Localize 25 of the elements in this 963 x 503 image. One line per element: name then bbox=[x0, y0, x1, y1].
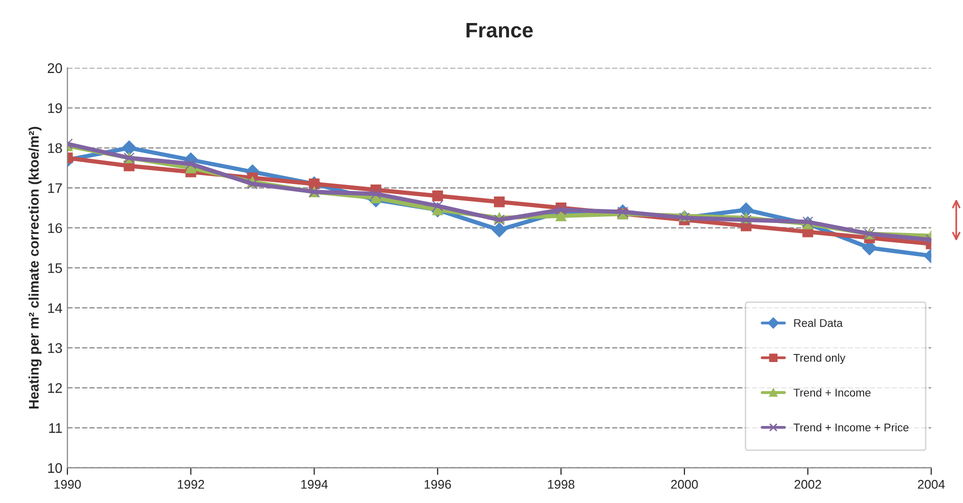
y-tick-label: 12 bbox=[48, 383, 62, 393]
x-tick-label: 1992 bbox=[178, 480, 204, 489]
x-tick-label: 1998 bbox=[548, 480, 574, 489]
y-tick-label: 10 bbox=[48, 463, 62, 473]
x-tick-label: 2004 bbox=[918, 480, 945, 489]
y-axis-title: Heating per m² climate correction (ktoe/m²) bbox=[28, 126, 42, 409]
x-tick-label: 1990 bbox=[54, 480, 81, 489]
legend-label: Trend + Income bbox=[794, 388, 871, 397]
y-tick-label: 11 bbox=[49, 423, 62, 433]
y-tick-label: 15 bbox=[48, 263, 62, 274]
x-tick-label: 1994 bbox=[301, 480, 328, 489]
y-tick-label: 17 bbox=[48, 183, 62, 193]
legend-label: Trend + Income + Price bbox=[794, 423, 909, 432]
x-tick-label: 2002 bbox=[794, 480, 822, 489]
x-tick-label: 1996 bbox=[424, 480, 451, 489]
x-tick-label: 2000 bbox=[671, 480, 698, 489]
y-tick-label: 13 bbox=[48, 343, 62, 353]
y-tick-label: 16 bbox=[48, 223, 62, 234]
chart-title: France bbox=[466, 23, 533, 38]
legend-label: Real Data bbox=[794, 318, 843, 327]
legend-label: Trend only bbox=[794, 354, 846, 364]
y-tick-label: 14 bbox=[48, 303, 62, 313]
y-tick-label: 19 bbox=[48, 103, 62, 114]
y-tick-label: 18 bbox=[48, 143, 62, 154]
y-tick-label: 20 bbox=[48, 63, 62, 74]
